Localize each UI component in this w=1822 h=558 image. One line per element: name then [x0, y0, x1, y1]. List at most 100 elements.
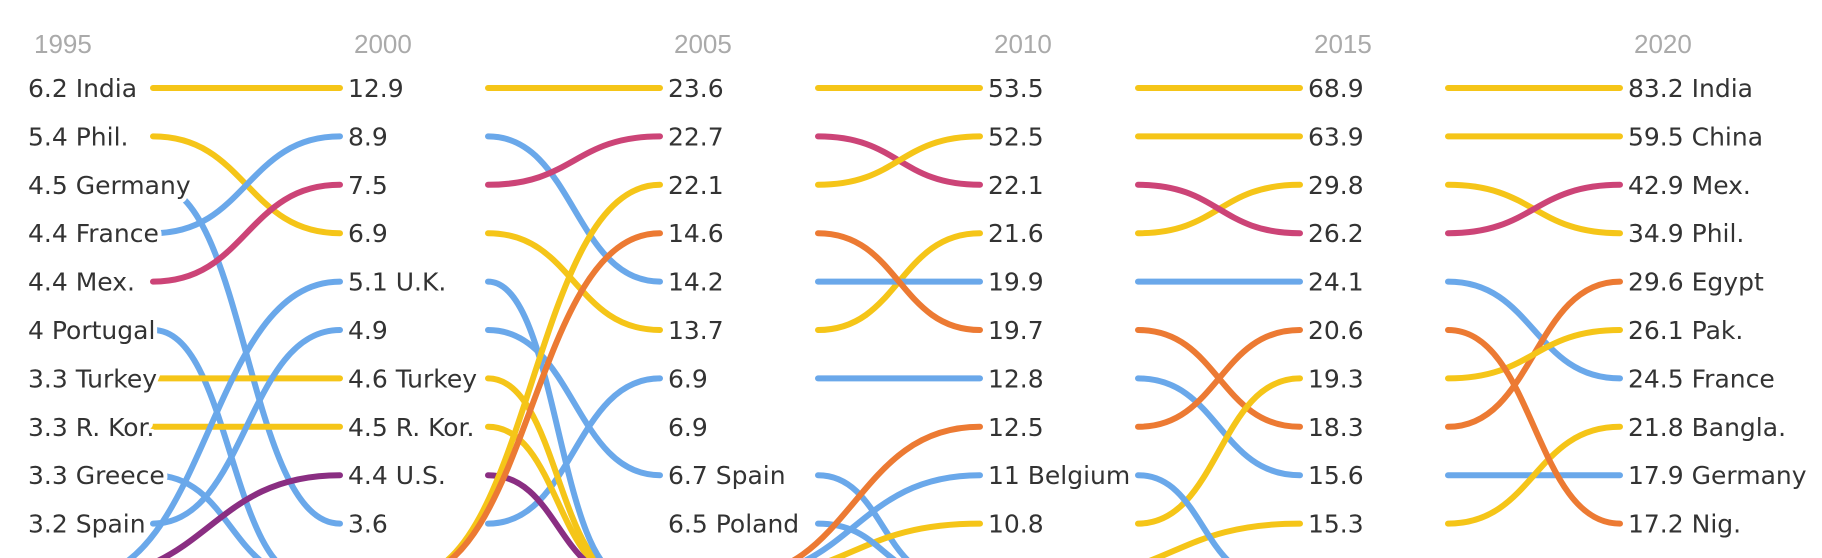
rank-label: 6.5 Poland [668, 510, 799, 539]
country-name: U.S. [388, 461, 446, 490]
country-name: Pak. [1684, 316, 1744, 345]
country-name: Phil. [1684, 219, 1745, 248]
rank-value: 26.2 [1308, 219, 1364, 248]
rank-label: 15.3 [1308, 510, 1364, 539]
country-name: Germany [1684, 461, 1807, 490]
rank-label: 5.4 Phil. [28, 122, 128, 151]
rank-label: 53.5 [988, 74, 1044, 103]
rank-label: 6.7 Spain [668, 461, 786, 490]
rank-label: 19.9 [988, 268, 1044, 297]
series-line-turkey [150, 375, 598, 558]
rank-label: 4.9 [348, 316, 388, 345]
year-header-2005: 2005 [674, 29, 732, 59]
rank-value: 6.9 [668, 364, 708, 393]
rank-value: 22.1 [668, 171, 724, 200]
rank-label: 8.9 [348, 122, 388, 151]
rank-value: 3.3 [28, 413, 68, 442]
country-name: Egypt [1684, 268, 1764, 297]
series-line-spain [150, 327, 910, 558]
rank-label: 15.6 [1308, 461, 1364, 490]
country-name: Portugal [44, 316, 156, 345]
rank-value: 83.2 [1628, 74, 1684, 103]
rank-label: 4.5 R. Kor. [348, 413, 474, 442]
series-line-r-kor [150, 423, 594, 558]
rank-value: 13.7 [668, 316, 724, 345]
rank-label: 34.9 Phil. [1628, 219, 1744, 248]
year-header-2015: 2015 [1314, 29, 1372, 59]
rank-value: 18.3 [1308, 413, 1364, 442]
rank-value: 7.5 [348, 171, 388, 200]
country-name: Nig. [1684, 510, 1741, 539]
rank-value: 4 [28, 316, 44, 345]
country-name: Mex. [68, 268, 135, 297]
rank-value: 14.6 [668, 219, 724, 248]
rank-value: 5.4 [28, 122, 68, 151]
rank-label: 19.3 [1308, 364, 1364, 393]
rank-label: 52.5 [988, 122, 1044, 151]
country-name: China [1684, 122, 1763, 151]
year-header-2000: 2000 [354, 29, 412, 59]
series-line-greece [150, 472, 263, 558]
rank-label: 14.6 [668, 219, 724, 248]
rank-value: 68.9 [1308, 74, 1364, 103]
rank-label: 24.5 France [1628, 364, 1775, 393]
rank-label: 68.9 [1308, 74, 1364, 103]
country-name: Germany [68, 171, 191, 200]
country-name: France [68, 219, 159, 248]
rank-label: 21.8 Bangla. [1628, 413, 1786, 442]
rank-value: 4.4 [28, 268, 68, 297]
rank-value: 4.4 [28, 219, 68, 248]
rank-label: 13.7 [668, 316, 724, 345]
rank-label: 29.6 Egypt [1628, 268, 1764, 297]
rank-label: 18.3 [1308, 413, 1364, 442]
rank-value: 23.6 [668, 74, 724, 103]
rank-value: 6.2 [28, 74, 68, 103]
rank-label: 63.9 [1308, 122, 1364, 151]
country-name: Mex. [1684, 171, 1751, 200]
series-lines [126, 84, 1623, 558]
country-name: Spain [708, 461, 786, 490]
series-line-nig [791, 327, 1623, 558]
rank-label: 7.5 [348, 171, 388, 200]
rank-value: 24.5 [1628, 364, 1684, 393]
country-name: R. Kor. [68, 413, 155, 442]
rank-value: 10.8 [988, 510, 1044, 539]
rank-value: 17.2 [1628, 510, 1684, 539]
rank-label: 24.1 [1308, 268, 1364, 297]
country-name: Greece [68, 461, 165, 490]
rank-value: 4.4 [348, 461, 388, 490]
rank-label: 3.3 Turkey [28, 364, 157, 393]
rank-value: 21.6 [988, 219, 1044, 248]
rank-value: 4.5 [348, 413, 388, 442]
rank-label: 42.9 Mex. [1628, 171, 1751, 200]
rank-value: 3.2 [28, 510, 68, 539]
year-headers: 1995 2000 2005 2010 2015 2020 [34, 29, 1692, 59]
rank-value: 4.5 [28, 171, 68, 200]
series-line-china [445, 133, 1623, 558]
rank-value: 59.5 [1628, 122, 1684, 151]
rank-value: 3.6 [348, 510, 388, 539]
rank-label: 17.9 Germany [1628, 461, 1807, 490]
rank-value: 6.7 [668, 461, 708, 490]
rank-value: 8.9 [348, 122, 388, 151]
rank-value: 63.9 [1308, 122, 1364, 151]
series-line-poland [815, 520, 897, 558]
country-name: France [1684, 364, 1775, 393]
rank-value: 3.3 [28, 461, 68, 490]
series-line-egypt [447, 230, 1623, 558]
rank-value: 6.5 [668, 510, 708, 539]
rank-value: 19.9 [988, 268, 1044, 297]
rank-value: 6.9 [668, 413, 708, 442]
rank-value: 12.9 [348, 74, 404, 103]
country-name: Turkey [388, 364, 478, 393]
rank-value: 26.1 [1628, 316, 1684, 345]
rank-label: 6.2 India [28, 74, 137, 103]
rank-label: 11 Belgium [988, 461, 1130, 490]
year-header-2020: 2020 [1634, 29, 1692, 59]
country-name: U.K. [388, 268, 447, 297]
rank-value: 12.5 [988, 413, 1044, 442]
country-name: R. Kor. [388, 413, 475, 442]
rank-label: 19.7 [988, 316, 1044, 345]
rank-label: 3.3 R. Kor. [28, 413, 154, 442]
